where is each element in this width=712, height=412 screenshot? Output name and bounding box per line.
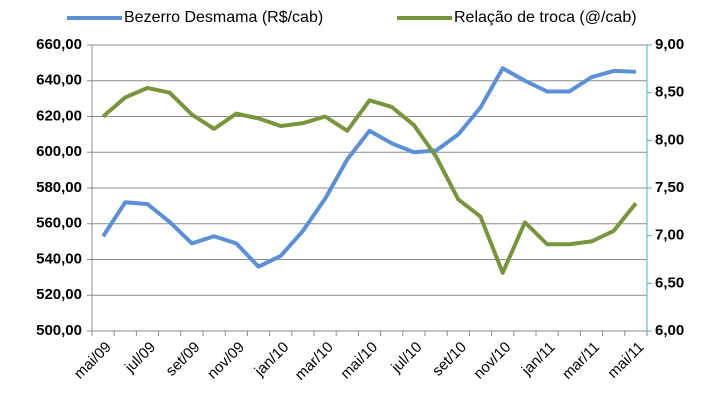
y2-tick-label: 7,00 bbox=[655, 227, 684, 244]
legend-label: Bezerro Desmama (R$/cab) bbox=[124, 9, 323, 26]
y-tick-label: 580,00 bbox=[36, 179, 82, 196]
y-tick-label: 640,00 bbox=[36, 72, 82, 89]
y-tick-label: 560,00 bbox=[36, 215, 82, 232]
x-tick-label: jul/09 bbox=[121, 339, 159, 377]
x-tick-label: mar/11 bbox=[559, 339, 603, 383]
series-line bbox=[101, 85, 638, 275]
x-tick-label: mai/11 bbox=[604, 339, 647, 382]
y-tick-label: 540,00 bbox=[36, 250, 82, 267]
x-tick-label: mai/10 bbox=[337, 339, 381, 383]
x-tick-label: jan/10 bbox=[251, 339, 293, 381]
x-tick-label: mai/09 bbox=[71, 339, 115, 383]
y2-tick-label: 8,50 bbox=[655, 84, 684, 101]
x-tick-label: jan/11 bbox=[518, 339, 559, 380]
x-tick-label: set/10 bbox=[429, 339, 470, 380]
y2-tick-label: 6,50 bbox=[655, 274, 684, 291]
x-tick-label: set/09 bbox=[163, 339, 204, 380]
legend-label: Relação de troca (@/cab) bbox=[454, 9, 637, 26]
y-tick-label: 520,00 bbox=[36, 286, 82, 303]
y-tick-label: 600,00 bbox=[36, 143, 82, 160]
y-tick-label: 500,00 bbox=[36, 322, 82, 339]
y2-tick-label: 7,50 bbox=[655, 179, 684, 196]
y-tick-label: 660,00 bbox=[36, 36, 82, 53]
x-tick-label: jul/10 bbox=[387, 339, 425, 377]
y-tick-label: 620,00 bbox=[36, 107, 82, 124]
x-tick-label: mar/10 bbox=[292, 339, 337, 384]
y2-tick-label: 6,00 bbox=[655, 322, 684, 339]
y2-tick-label: 9,00 bbox=[655, 36, 684, 53]
x-tick-label: nov/10 bbox=[470, 339, 514, 383]
x-tick-label: nov/09 bbox=[204, 339, 248, 383]
y2-tick-label: 8,00 bbox=[655, 131, 684, 148]
series-line bbox=[101, 66, 636, 269]
